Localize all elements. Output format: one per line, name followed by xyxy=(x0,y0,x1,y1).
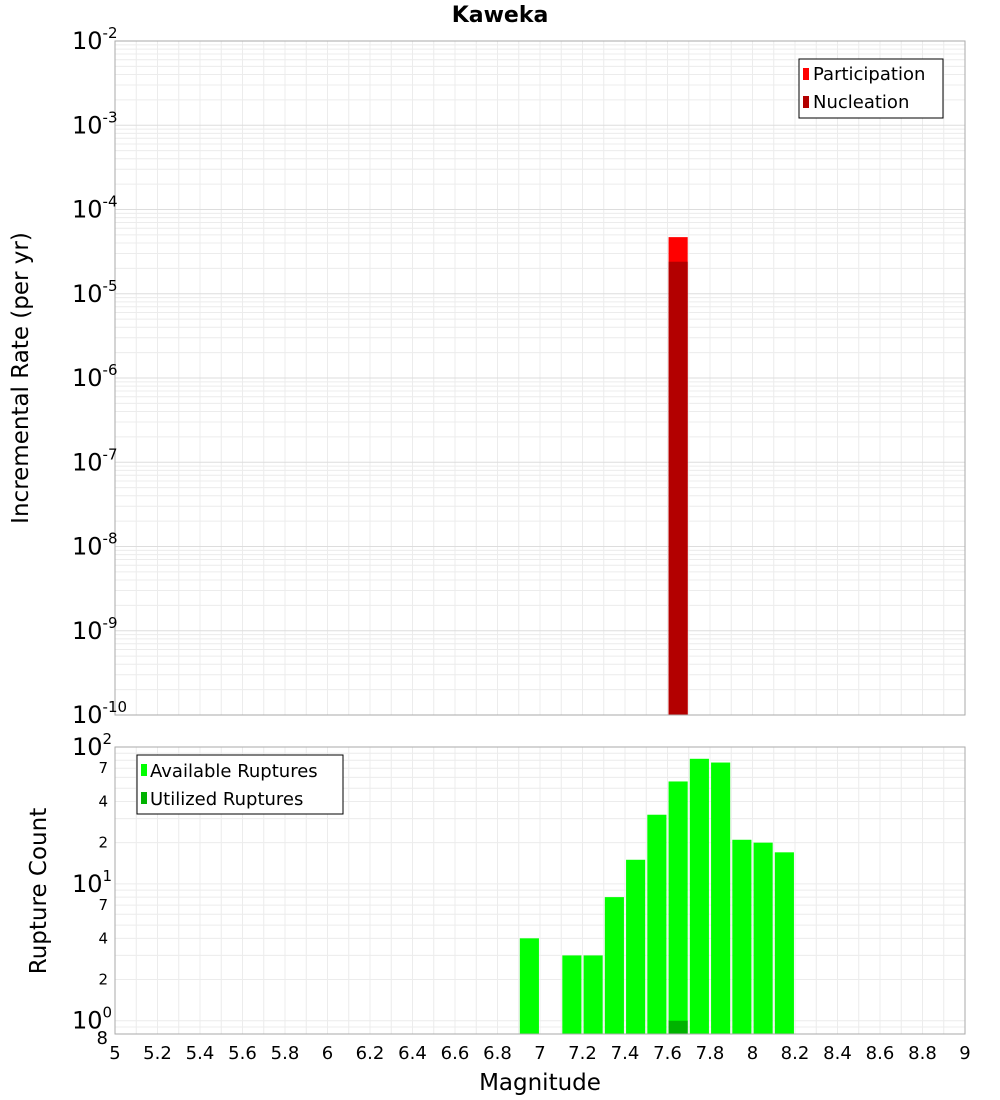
top-y-axis-label: Incremental Rate (per yr) xyxy=(8,232,34,524)
top-y-tick-label: 10-2 xyxy=(72,24,118,55)
legend-utilized-label: Utilized Ruptures xyxy=(150,789,303,810)
top-y-tick-label: 10-8 xyxy=(72,530,118,561)
legend-available-swatch xyxy=(141,764,147,776)
top-y-ticks: 10-10 10-9 10-8 10-7 10-6 10-5 10-4 10-3 10-2 xyxy=(72,24,127,729)
available-ruptures-bar xyxy=(753,842,773,1034)
x-tick-label: 8.8 xyxy=(908,1043,937,1064)
x-tick-label: 5.4 xyxy=(186,1043,215,1064)
available-ruptures-bar xyxy=(519,938,539,1034)
utilized-ruptures-bar xyxy=(668,1020,688,1034)
x-tick-label: 8 xyxy=(747,1043,758,1064)
x-tick-label: 7.8 xyxy=(696,1043,725,1064)
x-tick-label: 6 xyxy=(322,1043,333,1064)
chart-title: Kaweka xyxy=(452,3,549,28)
x-tick-label: 6.4 xyxy=(398,1043,427,1064)
nucleation-bar xyxy=(668,261,688,715)
legend-participation-swatch xyxy=(803,68,809,80)
bottom-y-axis-label: Rupture Count xyxy=(26,808,52,974)
top-plot-frame xyxy=(114,40,966,716)
x-ticks: 5 5.2 5.4 5.6 5.8 6 6.2 6.4 6.6 6.8 7 7.2 7.4 7.6 7.8 8… xyxy=(109,1043,970,1064)
bottom-y-minor-tick-label: 7 xyxy=(98,759,108,777)
legend-participation-label: Participation xyxy=(813,64,925,85)
x-tick-label: 5 xyxy=(109,1043,120,1064)
x-tick-label: 7.6 xyxy=(653,1043,682,1064)
legend-nucleation-swatch xyxy=(803,96,809,108)
top-y-tick-label: 10-3 xyxy=(72,108,118,139)
bottom-y-minor-tick-label: 7 xyxy=(98,896,108,914)
available-ruptures-bar xyxy=(732,839,752,1034)
bottom-plot: 100 101 102 8 2 4 7 2 4 7 5 5.2 5.4 5.6 5.8 6 6.2 6.4 6.6… xyxy=(26,730,971,1096)
available-ruptures-bar xyxy=(711,762,731,1034)
top-grid xyxy=(114,41,966,716)
top-y-tick-label: 10-7 xyxy=(72,445,118,476)
bottom-y-tick-label: 100 xyxy=(72,1004,112,1035)
top-y-tick-label: 10-4 xyxy=(72,193,118,224)
top-y-tick-label: 10-10 xyxy=(72,698,127,729)
available-ruptures-bar xyxy=(774,852,794,1034)
x-tick-label: 7.4 xyxy=(611,1043,640,1064)
bottom-y-minor-tick-label: 2 xyxy=(98,971,108,989)
bottom-y-minor-tick-label: 4 xyxy=(98,929,108,947)
x-tick-label: 5.2 xyxy=(143,1043,172,1064)
available-ruptures-bar xyxy=(562,955,582,1034)
bottom-y-ticks: 100 101 102 8 2 4 7 2 4 7 xyxy=(72,730,112,1049)
top-legend: Participation Nucleation xyxy=(798,58,944,119)
top-bars xyxy=(668,237,688,715)
legend-utilized-swatch xyxy=(141,792,147,804)
x-tick-label: 6.8 xyxy=(483,1043,512,1064)
x-tick-label: 7.2 xyxy=(568,1043,597,1064)
legend-nucleation-label: Nucleation xyxy=(813,92,909,113)
top-y-tick-label: 10-5 xyxy=(72,277,118,308)
x-tick-label: 8.6 xyxy=(866,1043,895,1064)
x-axis-label: Magnitude xyxy=(479,1070,601,1096)
top-y-tick-label: 10-9 xyxy=(72,614,118,645)
bottom-bars xyxy=(519,758,794,1034)
bottom-y-minor-tick-label: 4 xyxy=(98,792,108,810)
x-tick-label: 9 xyxy=(959,1043,970,1064)
x-tick-label: 5.8 xyxy=(271,1043,300,1064)
top-y-tick-label: 10-6 xyxy=(72,361,118,392)
x-tick-label: 6.6 xyxy=(441,1043,470,1064)
bottom-y-minor-tick-label: 8 xyxy=(97,1028,108,1049)
available-ruptures-bar xyxy=(647,814,667,1034)
x-tick-label: 8.2 xyxy=(781,1043,810,1064)
available-ruptures-bar xyxy=(604,897,624,1034)
bottom-y-minor-tick-label: 2 xyxy=(98,834,108,852)
top-plot: 10-10 10-9 10-8 10-7 10-6 10-5 10-4 10-3 10-2 In… xyxy=(8,24,966,729)
available-ruptures-bar xyxy=(689,758,709,1034)
bottom-y-tick-label: 101 xyxy=(72,867,112,898)
x-tick-label: 8.4 xyxy=(823,1043,852,1064)
x-tick-label: 6.2 xyxy=(356,1043,385,1064)
x-tick-label: 5.6 xyxy=(228,1043,257,1064)
top-legend-box xyxy=(798,58,944,119)
bottom-y-tick-label: 102 xyxy=(72,730,112,761)
bottom-legend-box xyxy=(136,754,344,815)
bottom-plot-frame xyxy=(114,746,966,1035)
bottom-legend: Available Ruptures Utilized Ruptures xyxy=(136,754,344,815)
available-ruptures-bar xyxy=(626,859,646,1034)
available-ruptures-bar xyxy=(583,955,603,1034)
x-tick-label: 7 xyxy=(534,1043,545,1064)
available-ruptures-bar xyxy=(668,781,688,1034)
legend-available-label: Available Ruptures xyxy=(150,761,318,782)
